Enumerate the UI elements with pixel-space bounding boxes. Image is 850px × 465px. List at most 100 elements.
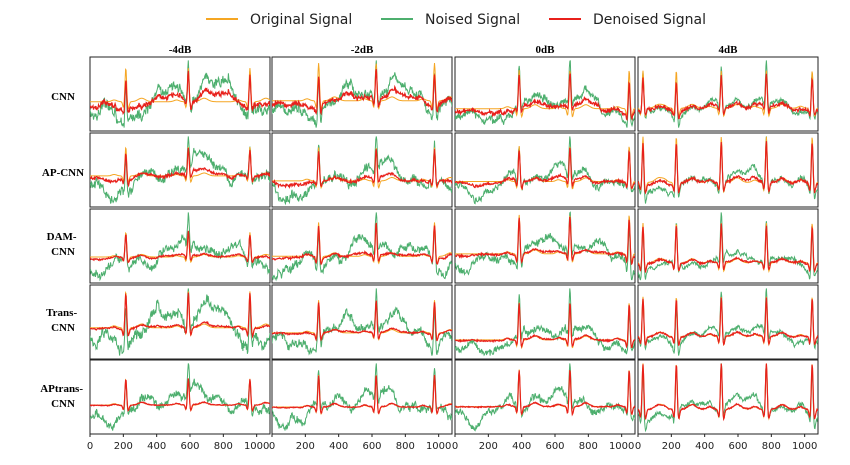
panel-r1-c1 xyxy=(271,132,453,208)
x-axis-ticks: 0 200 400 600 800 1000 0 200 400 600 800 1000 0 200 40… xyxy=(87,434,817,452)
panel-r2-c1 xyxy=(271,208,453,284)
panel-series xyxy=(455,136,635,205)
panel-series xyxy=(272,363,452,431)
panel-series xyxy=(638,136,818,204)
series-denoised-r1-c3 xyxy=(638,141,818,195)
panel-series xyxy=(90,288,270,356)
row-label-cnn-line1: CNN xyxy=(51,91,75,103)
panel-series xyxy=(272,60,452,128)
series-denoised-r4-c3 xyxy=(638,363,818,422)
series-noised-r1-c1 xyxy=(272,136,452,206)
row-label-trans-cnn: Trans- CNN xyxy=(46,307,80,334)
series-denoised-r4-c0 xyxy=(90,378,270,413)
panel-series xyxy=(638,60,818,128)
x-tick-label: 0 xyxy=(635,441,641,452)
panel-frame xyxy=(637,132,819,208)
series-noised-r1-c0 xyxy=(90,136,270,204)
row-label-cnn: CNN xyxy=(51,91,75,103)
panel-series xyxy=(455,211,635,281)
x-tick-label: 1000 xyxy=(609,441,634,452)
x-tick-label: 800 xyxy=(396,441,415,452)
series-denoised-r1-c2 xyxy=(455,147,635,191)
panel-r0-c2 xyxy=(454,56,636,132)
x-tick-label: 800 xyxy=(214,441,233,452)
series-noised-r0-c2 xyxy=(455,60,635,128)
panel-frame xyxy=(637,284,819,360)
x-tick-label: 400 xyxy=(329,441,348,452)
series-noised-r2-c3 xyxy=(638,212,818,281)
panel-grid xyxy=(89,56,819,435)
row-label-ap-cnn-line1: AP-CNN xyxy=(42,167,84,179)
panel-series xyxy=(638,288,818,356)
panel-frame xyxy=(637,208,819,284)
x-tick-label: 400 xyxy=(512,441,531,452)
series-denoised-r4-c2 xyxy=(455,370,635,417)
panel-r2-c3 xyxy=(637,208,819,284)
panel-frame xyxy=(89,359,271,435)
x-tick-label: 800 xyxy=(762,441,781,452)
panel-r3-c2 xyxy=(454,284,636,360)
panel-r2-c2 xyxy=(454,208,636,284)
panel-frame xyxy=(637,359,819,435)
series-noised-r3-c3 xyxy=(638,288,818,356)
col-title-m2db: -2dB xyxy=(351,44,374,56)
panel-series xyxy=(90,363,270,431)
panel-frame xyxy=(271,132,453,208)
panel-frame xyxy=(454,56,636,132)
series-denoised-r3-c3 xyxy=(638,297,818,347)
panel-series xyxy=(90,136,270,204)
x-tick-label: 600 xyxy=(180,441,199,452)
panel-frame xyxy=(89,132,271,208)
panel-r3-c0 xyxy=(89,284,271,360)
series-denoised-r3-c0 xyxy=(90,292,270,339)
x-tick-label: 200 xyxy=(662,441,681,452)
series-noised-r0-c0 xyxy=(90,60,270,128)
panel-frame xyxy=(454,359,636,435)
row-label-trans-cnn-line1: Trans- xyxy=(46,307,77,319)
panel-series xyxy=(638,363,818,433)
series-noised-r0-c1 xyxy=(272,60,452,128)
column-titles: -4dB -2dB 0dB 4dB xyxy=(169,44,738,56)
panel-frame xyxy=(89,208,271,284)
x-tick-label: 600 xyxy=(362,441,381,452)
panel-series xyxy=(455,288,635,357)
panel-frame xyxy=(454,132,636,208)
legend-label-denoised: Denoised Signal xyxy=(593,12,706,28)
panel-frame xyxy=(454,208,636,284)
series-denoised-r0-c2 xyxy=(455,73,635,121)
x-tick-label: 1000 xyxy=(426,441,451,452)
series-denoised-r3-c1 xyxy=(272,300,452,342)
series-noised-r2-c1 xyxy=(272,212,452,282)
series-denoised-r4-c1 xyxy=(272,374,452,415)
panel-r0-c0 xyxy=(89,56,271,132)
row-label-trans-cnn-line2: CNN xyxy=(51,322,75,334)
panel-frame xyxy=(271,208,453,284)
x-tick-label: 200 xyxy=(479,441,498,452)
x-tick-label: 400 xyxy=(695,441,714,452)
panel-r2-c0 xyxy=(89,208,271,284)
panel-frame xyxy=(271,359,453,435)
panel-frame xyxy=(89,284,271,360)
col-title-m4db: -4dB xyxy=(169,44,192,56)
x-tick-label: 0 xyxy=(452,441,458,452)
series-noised-r3-c1 xyxy=(272,288,452,356)
panel-series xyxy=(272,288,452,356)
panel-r0-c3 xyxy=(637,56,819,132)
legend-label-noised: Noised Signal xyxy=(425,12,520,28)
row-label-aptrans-cnn-line1: APtrans- xyxy=(40,383,83,395)
panel-r4-c1 xyxy=(271,359,453,435)
x-tick-label: 1000 xyxy=(792,441,817,452)
series-noised-r4-c3 xyxy=(638,363,818,433)
x-tick-label: 0 xyxy=(269,441,275,452)
panel-r4-c0 xyxy=(89,359,271,435)
panel-r3-c1 xyxy=(271,284,453,360)
series-noised-r1-c2 xyxy=(455,136,635,205)
legend-label-original: Original Signal xyxy=(250,12,352,28)
series-denoised-r2-c0 xyxy=(90,230,270,264)
panel-frame xyxy=(637,56,819,132)
legend: Original Signal Noised Signal Denoised S… xyxy=(206,12,706,28)
panel-series xyxy=(455,60,635,128)
series-noised-r3-c0 xyxy=(90,288,270,356)
panel-r1-c3 xyxy=(637,132,819,208)
